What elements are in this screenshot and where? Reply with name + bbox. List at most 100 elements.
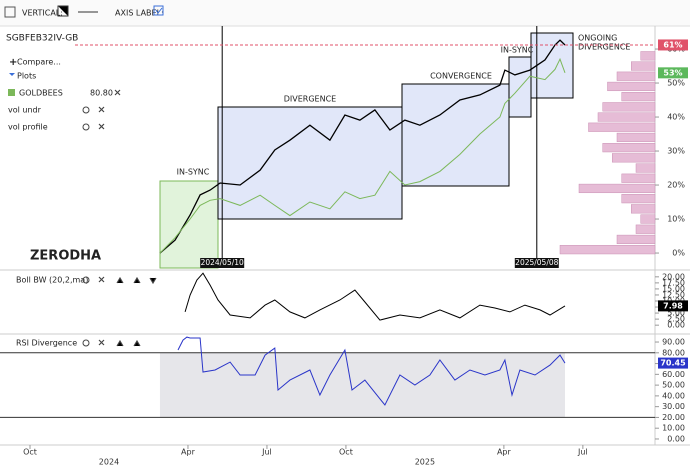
- close-icons[interactable]: [98, 89, 121, 130]
- event-label: 2024/05/10: [201, 258, 244, 267]
- volume-profile-bar: [612, 153, 656, 163]
- annotation-box: [401, 83, 510, 187]
- series-line: [177, 336, 566, 406]
- color-swatch-border: [57, 5, 69, 17]
- y-tick-label: 0%: [672, 249, 685, 258]
- x-year-label: 2025: [415, 458, 435, 467]
- volume-profile-bar: [621, 173, 656, 183]
- y-tick-label: 30.00: [662, 402, 685, 411]
- y-tick-label: 50%: [667, 79, 685, 88]
- annotation-box: [530, 32, 574, 99]
- volume-profile-bar: [631, 204, 656, 214]
- y-tick-label: 80.00: [662, 348, 685, 357]
- panel-title: RSI Divergence: [16, 339, 77, 348]
- last-value-marker: [658, 300, 688, 312]
- y-tick-label: 40%: [667, 113, 685, 122]
- annotation-label: IN-SYNC: [177, 168, 210, 177]
- volume-profile-bar: [640, 214, 656, 224]
- toolbar-label: VERTICAL:: [22, 9, 63, 18]
- volume-profile-bar: [635, 224, 656, 234]
- x-tick-label: Jul: [577, 448, 588, 457]
- volume-profile-bar: [616, 132, 656, 143]
- symbol-title: SGBFEB32IV-GB: [6, 34, 78, 44]
- last-value-label: 53%: [663, 68, 682, 77]
- volume-profile-bar: [621, 194, 656, 204]
- volume-profile-bar: [588, 122, 656, 132]
- y-tick-label: 90.00: [662, 338, 685, 347]
- annotation-label: DIVERGENCE: [578, 43, 630, 52]
- x-year-label: 2024: [99, 458, 119, 467]
- volume-profile-bar: [607, 81, 656, 92]
- compare-link[interactable]: Compare...: [17, 58, 61, 67]
- last-value-label: 7.98: [663, 301, 683, 310]
- gear-icon[interactable]: [82, 339, 90, 347]
- gear-icon[interactable]: [82, 106, 90, 114]
- y-tick-label: 15.00: [662, 284, 685, 293]
- event-label-bg: [514, 258, 559, 268]
- color-swatch[interactable]: [58, 6, 68, 16]
- volume-profile-bar: [616, 234, 656, 245]
- toolbar-label: AXIS LABEL:: [115, 9, 164, 18]
- volume-profile-bar: [597, 112, 656, 122]
- plus-icon: +: [9, 57, 17, 68]
- gear-icon[interactable]: [82, 123, 90, 131]
- y-tick-label: 20%: [667, 181, 685, 190]
- event-label: 2025/05/08: [515, 258, 558, 267]
- volume-profile-bar: [635, 163, 656, 173]
- gear-icon[interactable]: [82, 276, 90, 284]
- y-tick-label: 12.50: [662, 290, 685, 299]
- x-tick-label: Apr: [181, 448, 196, 457]
- panel-title: Boll BW (20,2,ma): [16, 276, 88, 285]
- annotation-label: CONVERGENCE: [430, 72, 492, 81]
- checkmark: [155, 7, 163, 14]
- series-line: [159, 57, 566, 254]
- checkbox[interactable]: [153, 5, 164, 16]
- y-tick-label: 10.00: [662, 424, 685, 433]
- volume-profile-bar: [631, 61, 656, 71]
- y-tick-label: 30%: [667, 147, 685, 156]
- series-line: [184, 272, 566, 321]
- last-value-marker: [658, 39, 688, 51]
- plot-item: vol undr: [8, 106, 42, 115]
- y-tick-label: 17.50: [662, 278, 685, 287]
- legend-swatch: [8, 89, 15, 96]
- volume-profile-bar: [616, 71, 656, 81]
- y-tick-label: 2.50: [667, 315, 685, 324]
- last-value-label: 61%: [663, 40, 682, 49]
- volume-profile-bar: [559, 245, 656, 255]
- volume-profile-bar: [621, 92, 656, 102]
- x-tick-label: Jul: [261, 448, 272, 457]
- expand-icon[interactable]: [9, 73, 15, 76]
- plots-label: Plots: [17, 72, 36, 81]
- y-tick-label: 40.00: [662, 391, 685, 400]
- annotation-label: IN-SYNC: [501, 46, 534, 55]
- annotation-box: [159, 180, 219, 269]
- y-tick-label: 0.00: [667, 434, 685, 443]
- annotation-label: DIVERGENCE: [284, 95, 336, 104]
- last-value-marker: [658, 67, 688, 79]
- x-tick-label: Oct: [23, 448, 37, 457]
- y-tick-label: 60.00: [662, 370, 685, 379]
- last-value-marker: [658, 357, 688, 369]
- y-tick-label: 0.00: [667, 321, 685, 330]
- event-label-bg: [200, 258, 245, 268]
- y-tick-label: 20.00: [662, 272, 685, 281]
- y-tick-label: 50.00: [662, 381, 685, 390]
- panel-controls[interactable]: [98, 276, 157, 347]
- volume-profile-bar: [602, 143, 656, 153]
- toolbar: [0, 0, 690, 26]
- toolbar-icon[interactable]: [4, 6, 16, 18]
- x-tick-label: Oct: [339, 448, 353, 457]
- y-tick-label: 10%: [667, 215, 685, 224]
- x-tick-label: Apr: [497, 448, 512, 457]
- plot-item: vol profile: [8, 123, 48, 132]
- volume-profile-bar: [602, 102, 656, 112]
- volume-profile-bar: [640, 51, 656, 61]
- annotation-label: ONGOING: [578, 34, 617, 43]
- legend-value: 80.80: [90, 89, 113, 98]
- last-value-label: 70.45: [660, 359, 686, 368]
- y-tick-label: 20.00: [662, 413, 685, 422]
- y-tick-label: 5.00: [667, 309, 685, 318]
- watermark: ZERODHA: [30, 249, 101, 264]
